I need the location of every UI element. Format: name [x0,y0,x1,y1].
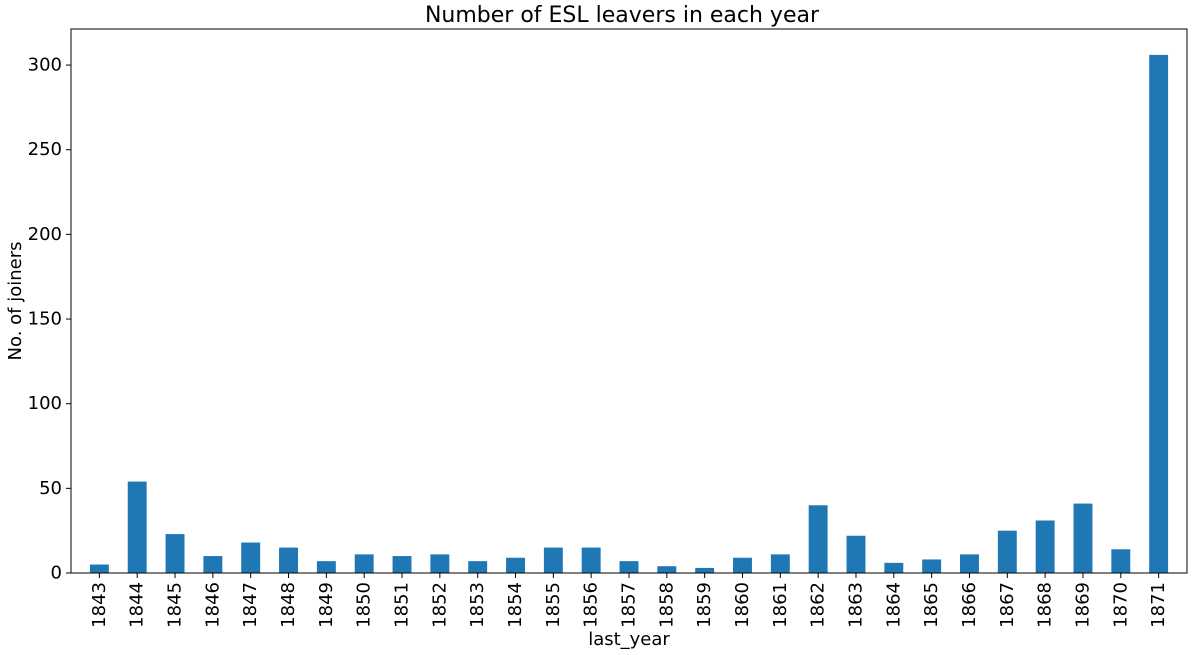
x-tick-label-1869: 1869 [1072,582,1093,628]
bar-1848 [279,547,298,573]
bar-1870 [1111,549,1131,573]
bar-1844 [127,481,147,573]
x-tick-label-1860: 1860 [732,582,753,628]
bar-1865 [922,559,942,573]
x-tick-label-1845: 1845 [165,582,186,628]
bar-1850 [354,554,374,573]
bar-1871 [1149,54,1169,573]
x-tick-label-1851: 1851 [392,582,413,628]
x-tick-label-1855: 1855 [543,582,564,628]
bar-1855 [543,547,563,573]
x-tick-label-1859: 1859 [694,582,715,628]
bar-1847 [241,542,261,573]
x-tick-label-1871: 1871 [1148,582,1169,628]
bar-1862 [808,505,828,573]
x-tick-label-1857: 1857 [619,582,640,628]
y-tick-label-250: 250 [28,139,62,160]
x-tick-label-1863: 1863 [845,582,866,628]
x-tick-label-1854: 1854 [505,582,526,628]
bars-group [89,54,1169,573]
x-axis-label: last_year [588,629,670,650]
y-tick-label-0: 0 [51,563,62,584]
x-tick-label-1861: 1861 [770,582,791,628]
x-tick-label-1856: 1856 [581,582,602,628]
bar-1854 [506,557,525,573]
bar-1866 [960,554,979,573]
x-tick-label-1866: 1866 [959,582,980,628]
bar-1846 [203,556,223,573]
y-tick-label-200: 200 [28,224,62,245]
y-tick-label-150: 150 [28,309,62,330]
x-tick-label-1865: 1865 [921,582,942,628]
x-tick-label-1852: 1852 [429,582,450,628]
bar-1849 [316,561,336,573]
bar-1843 [89,564,109,573]
bar-1845 [165,534,185,573]
x-tick-label-1847: 1847 [240,582,261,628]
x-tick-label-1848: 1848 [278,582,299,628]
bar-1864 [884,562,904,573]
y-axis: 0 50 100 150 200 250 300 [28,55,71,584]
bar-1861 [770,554,790,573]
x-axis: 1843 1844 1845 1846 1847 1848 1849 1850 1851 1852… [89,573,1169,628]
bar-1857 [619,561,639,573]
x-tick-label-1850: 1850 [354,582,375,628]
x-tick-label-1853: 1853 [467,582,488,628]
x-tick-label-1867: 1867 [997,582,1018,628]
x-tick-label-1843: 1843 [89,582,110,628]
bar-1856 [581,547,601,573]
bar-1860 [733,557,752,573]
y-tick-label-100: 100 [28,393,62,414]
bar-1868 [1035,520,1055,573]
bar-1853 [468,561,488,573]
x-tick-label-1862: 1862 [808,582,829,628]
x-tick-label-1858: 1858 [656,582,677,628]
bar-1863 [846,535,866,573]
plot-frame [70,28,1188,574]
y-axis-label: No. of joiners [5,242,26,361]
x-tick-label-1870: 1870 [1110,582,1131,628]
x-tick-label-1868: 1868 [1035,582,1056,628]
y-tick-label-50: 50 [39,478,62,499]
bar-1851 [392,556,412,573]
x-tick-label-1849: 1849 [316,582,337,628]
x-tick-label-1844: 1844 [127,582,148,628]
chart-title: Number of ESL leavers in each year [425,3,820,28]
y-tick-label-300: 300 [28,55,62,76]
bar-1867 [997,530,1017,573]
bar-1869 [1073,503,1093,573]
bar-1859 [695,567,715,573]
x-tick-label-1864: 1864 [883,582,904,628]
bar-1852 [430,554,450,573]
bar-1858 [657,566,677,573]
x-tick-label-1846: 1846 [202,582,223,628]
